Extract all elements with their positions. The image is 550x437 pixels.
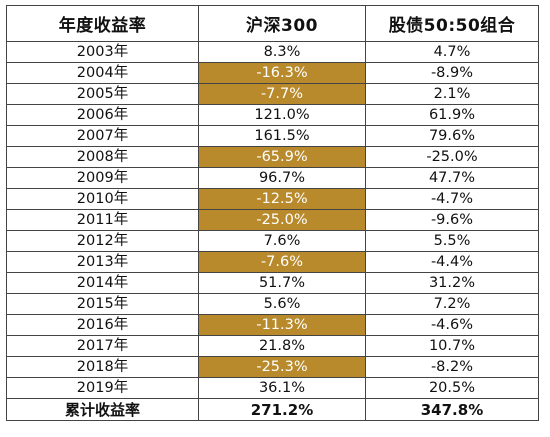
table-row: 2009年 96.7% 47.7% [6, 167, 539, 189]
hs300-return-cell: -25.0% [198, 209, 366, 231]
year-cell: 2010年 [6, 188, 199, 210]
header-stock-bond-portfolio: 股债50:50组合 [365, 5, 539, 42]
portfolio-return-cell: -8.9% [365, 62, 539, 84]
hs300-return-cell: -16.3% [198, 62, 366, 84]
portfolio-return-cell: 31.2% [365, 272, 539, 294]
returns-table-container: 年度收益率 沪深300 股债50:50组合 2003年 8.3% 4.7% 2004年… [6, 5, 539, 426]
hs300-return-cell: 96.7% [198, 167, 366, 189]
portfolio-return-cell: 10.7% [365, 335, 539, 357]
hs300-return-cell: 5.6% [198, 293, 366, 315]
portfolio-return-cell: 7.2% [365, 293, 539, 315]
table-row: 2005年 -7.7% 2.1% [6, 83, 539, 105]
table-row: 2012年 7.6% 5.5% [6, 230, 539, 252]
portfolio-return-cell: -25.0% [365, 146, 539, 168]
header-annual-return: 年度收益率 [6, 5, 199, 42]
year-cell: 2006年 [6, 104, 199, 126]
table-row: 2008年 -65.9% -25.0% [6, 146, 539, 168]
table-row: 2015年 5.6% 7.2% [6, 293, 539, 315]
portfolio-return-cell: 20.5% [365, 377, 539, 399]
portfolio-return-cell: 5.5% [365, 230, 539, 252]
annual-returns-table: 年度收益率 沪深300 股债50:50组合 2003年 8.3% 4.7% 2004年… [6, 5, 539, 421]
hs300-return-cell: -65.9% [198, 146, 366, 168]
year-cell: 2004年 [6, 62, 199, 84]
portfolio-return-cell: -8.2% [365, 356, 539, 378]
year-cell: 2019年 [6, 377, 199, 399]
year-cell: 2009年 [6, 167, 199, 189]
hs300-return-cell: 121.0% [198, 104, 366, 126]
hs300-return-cell: 36.1% [198, 377, 366, 399]
year-cell: 2018年 [6, 356, 199, 378]
hs300-return-cell: -7.6% [198, 251, 366, 273]
year-cell: 2007年 [6, 125, 199, 147]
table-row: 2017年 21.8% 10.7% [6, 335, 539, 357]
year-cell: 2005年 [6, 83, 199, 105]
portfolio-return-cell: 61.9% [365, 104, 539, 126]
portfolio-return-cell: -4.4% [365, 251, 539, 273]
hs300-return-cell: -25.3% [198, 356, 366, 378]
hs300-return-cell: 51.7% [198, 272, 366, 294]
year-cell: 2016年 [6, 314, 199, 336]
table-row: 2013年 -7.6% -4.4% [6, 251, 539, 273]
table-row: 2007年 161.5% 79.6% [6, 125, 539, 147]
table-header-row: 年度收益率 沪深300 股债50:50组合 [6, 5, 539, 42]
table-row: 2010年 -12.5% -4.7% [6, 188, 539, 210]
table-row: 2014年 51.7% 31.2% [6, 272, 539, 294]
portfolio-return-cell: 79.6% [365, 125, 539, 147]
total-label-cell: 累计收益率 [6, 398, 199, 421]
hs300-return-cell: -12.5% [198, 188, 366, 210]
hs300-return-cell: 8.3% [198, 41, 366, 63]
table-row: 2019年 36.1% 20.5% [6, 377, 539, 399]
year-cell: 2017年 [6, 335, 199, 357]
table-row: 2011年 -25.0% -9.6% [6, 209, 539, 231]
year-cell: 2014年 [6, 272, 199, 294]
portfolio-return-cell: 4.7% [365, 41, 539, 63]
year-cell: 2015年 [6, 293, 199, 315]
hs300-return-cell: -11.3% [198, 314, 366, 336]
table-row: 2018年 -25.3% -8.2% [6, 356, 539, 378]
table-row: 2016年 -11.3% -4.6% [6, 314, 539, 336]
year-cell: 2011年 [6, 209, 199, 231]
portfolio-return-cell: -9.6% [365, 209, 539, 231]
table-row: 2003年 8.3% 4.7% [6, 41, 539, 63]
year-cell: 2013年 [6, 251, 199, 273]
portfolio-return-cell: 2.1% [365, 83, 539, 105]
table-row: 2006年 121.0% 61.9% [6, 104, 539, 126]
total-portfolio-cell: 347.8% [365, 398, 539, 421]
hs300-return-cell: -7.7% [198, 83, 366, 105]
hs300-return-cell: 7.6% [198, 230, 366, 252]
hs300-return-cell: 161.5% [198, 125, 366, 147]
year-cell: 2012年 [6, 230, 199, 252]
year-cell: 2008年 [6, 146, 199, 168]
header-hs300: 沪深300 [198, 5, 366, 42]
portfolio-return-cell: -4.6% [365, 314, 539, 336]
table-body: 2003年 8.3% 4.7% 2004年 -16.3% -8.9% 2005年 -7.7% 2… [6, 41, 539, 421]
portfolio-return-cell: 47.7% [365, 167, 539, 189]
table-row: 2004年 -16.3% -8.9% [6, 62, 539, 84]
hs300-return-cell: 21.8% [198, 335, 366, 357]
portfolio-return-cell: -4.7% [365, 188, 539, 210]
year-cell: 2003年 [6, 41, 199, 63]
total-hs300-cell: 271.2% [198, 398, 366, 421]
total-row: 累计收益率 271.2% 347.8% [6, 398, 539, 421]
